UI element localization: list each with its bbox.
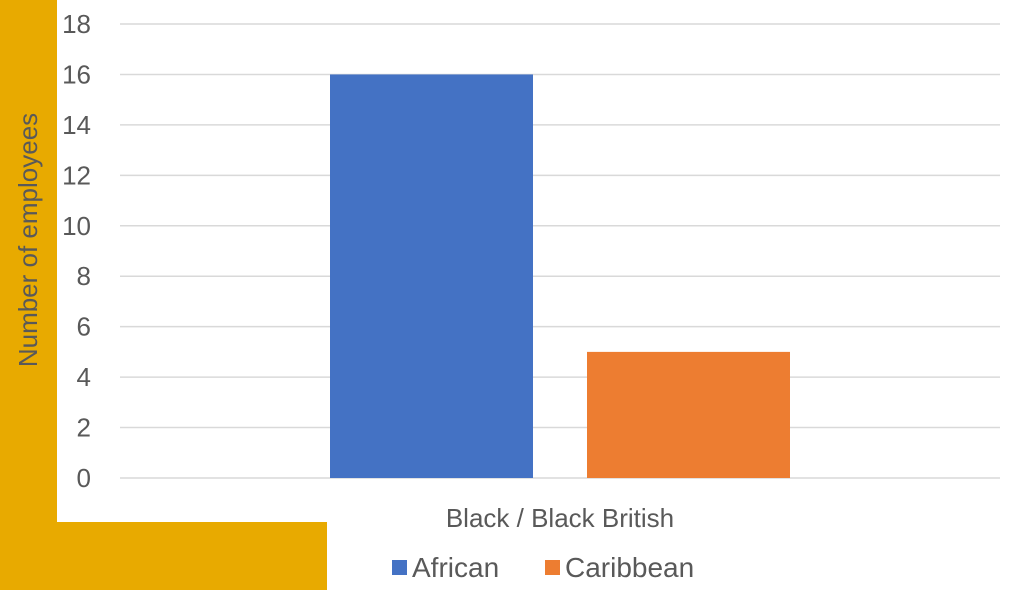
y-tick-label: 18: [62, 9, 91, 39]
y-tick-label: 0: [77, 463, 91, 493]
y-tick-label: 8: [77, 261, 91, 291]
y-tick-label: 4: [77, 362, 91, 392]
x-category-label: Black / Black British: [446, 503, 674, 533]
bar-african: [330, 74, 533, 478]
legend-label-african: African: [412, 552, 499, 583]
bar-caribbean: [587, 351, 790, 478]
y-tick-label: 16: [62, 59, 91, 89]
legend-swatch-caribbean: [545, 560, 560, 575]
bars: [330, 74, 790, 478]
legend: African Caribbean: [392, 552, 694, 583]
y-tick-label: 2: [77, 413, 91, 443]
gridlines: [120, 23, 1000, 479]
y-tick-label: 6: [77, 312, 91, 342]
legend-swatch-african: [392, 560, 407, 575]
legend-label-caribbean: Caribbean: [565, 552, 694, 583]
y-axis-title: Number of employees: [13, 113, 43, 367]
x-axis-categories: Black / Black British: [446, 503, 674, 533]
y-tick-label: 12: [62, 160, 91, 190]
decorative-yellow-panel: [0, 0, 327, 590]
y-tick-label: 10: [62, 211, 91, 241]
y-tick-label: 14: [62, 110, 91, 140]
y-axis-ticks: 0 2 4 6 8 10 12 14 16 18: [62, 9, 91, 493]
